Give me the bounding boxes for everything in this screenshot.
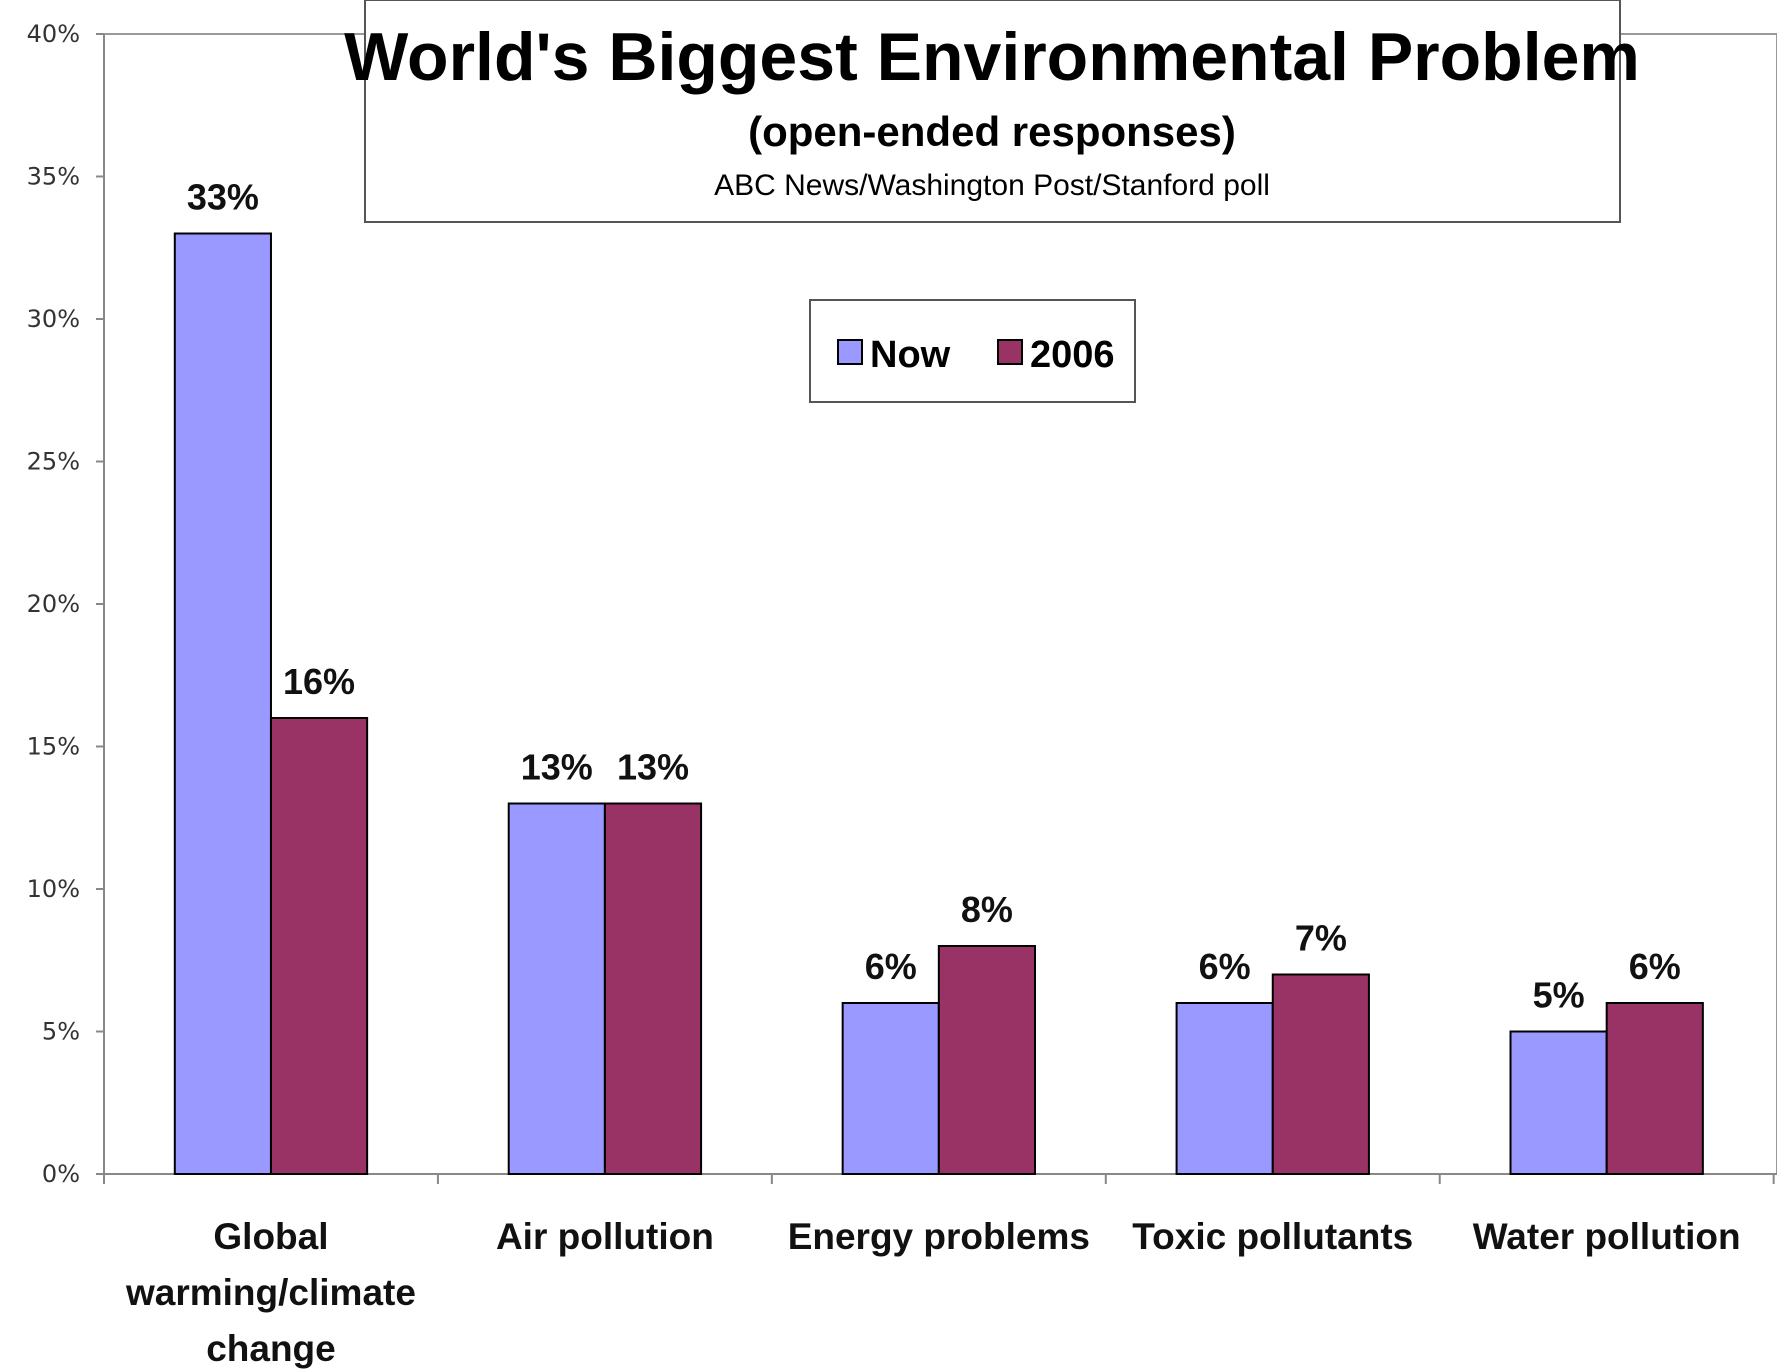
x-tick-label: Toxic pollutants	[1132, 1216, 1413, 1257]
legend-label-now: Now	[870, 334, 951, 376]
y-tick-label: 25%	[27, 448, 80, 476]
chart-source: ABC News/Washington Post/Stanford poll	[714, 169, 1270, 202]
chart-title: World's Biggest Environmental Problem	[344, 19, 1640, 95]
chart-subtitle: (open-ended responses)	[748, 108, 1236, 155]
y-tick-label: 5%	[42, 1018, 80, 1046]
legend: Now 2006	[809, 299, 1136, 403]
y-tick-label: 10%	[27, 875, 80, 903]
bars	[173, 232, 1704, 1175]
x-tick-label: Energy problems	[788, 1216, 1090, 1257]
data-labels: 33% 16% 13% 13% 6% 8% 6% 7% 5% 6%	[187, 177, 1681, 1016]
bar-2006	[1605, 1002, 1704, 1175]
x-tick-label: Water pollution	[1473, 1216, 1741, 1257]
x-tick-label: warming/climate	[125, 1272, 416, 1313]
data-label: 8%	[961, 889, 1013, 930]
legend-swatch-now	[837, 339, 863, 365]
x-axis	[103, 1173, 1777, 1184]
x-tick-label: Air pollution	[496, 1216, 714, 1257]
bar-2006	[1271, 973, 1370, 1175]
bar-now	[1509, 1030, 1608, 1175]
y-axis: 0% 5% 10% 15% 20% 25% 30% 35% 40%	[27, 20, 105, 1188]
y-tick-label: 40%	[27, 20, 80, 48]
bar-2006	[603, 802, 703, 1175]
bar-now	[1175, 1002, 1274, 1175]
y-tick-label: 15%	[27, 733, 80, 761]
y-tick-label: 20%	[27, 590, 80, 618]
y-tick-label: 35%	[27, 163, 80, 191]
bar-now	[841, 1002, 940, 1175]
bar-now	[507, 802, 606, 1175]
bar-2006	[937, 945, 1036, 1175]
y-tick-label: 30%	[27, 305, 80, 333]
data-label: 16%	[283, 661, 355, 702]
category-labels: Global warming/climate change Air pollution…	[125, 1216, 1741, 1369]
title-box: World's Biggest Environmental Problem (o…	[344, 0, 1640, 223]
data-label: 6%	[1629, 946, 1681, 987]
data-label: 6%	[865, 946, 917, 987]
data-label: 33%	[187, 177, 259, 218]
data-label: 5%	[1533, 975, 1585, 1016]
bar-2006	[269, 717, 369, 1175]
data-label: 6%	[1199, 946, 1251, 987]
legend-label-2006: 2006	[1030, 334, 1115, 376]
x-tick-label: Global	[213, 1216, 328, 1257]
data-label: 13%	[521, 747, 593, 788]
legend-swatch-2006	[997, 339, 1023, 365]
x-tick-label: change	[206, 1328, 336, 1369]
data-label: 13%	[617, 747, 689, 788]
y-tick-label: 0%	[42, 1160, 80, 1188]
bar-now	[173, 232, 272, 1175]
data-label: 7%	[1295, 918, 1347, 959]
